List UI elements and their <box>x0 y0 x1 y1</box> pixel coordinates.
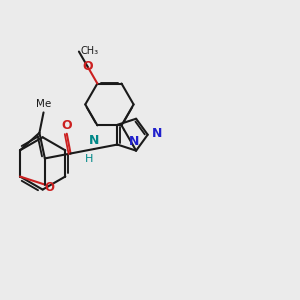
Text: H: H <box>85 154 93 164</box>
Text: O: O <box>83 60 93 73</box>
Text: O: O <box>61 119 72 132</box>
Text: N: N <box>152 127 162 140</box>
Text: CH₃: CH₃ <box>80 46 98 56</box>
Text: Me: Me <box>36 99 51 110</box>
Text: N: N <box>129 135 140 148</box>
Text: O: O <box>44 181 54 194</box>
Text: N: N <box>89 134 100 147</box>
